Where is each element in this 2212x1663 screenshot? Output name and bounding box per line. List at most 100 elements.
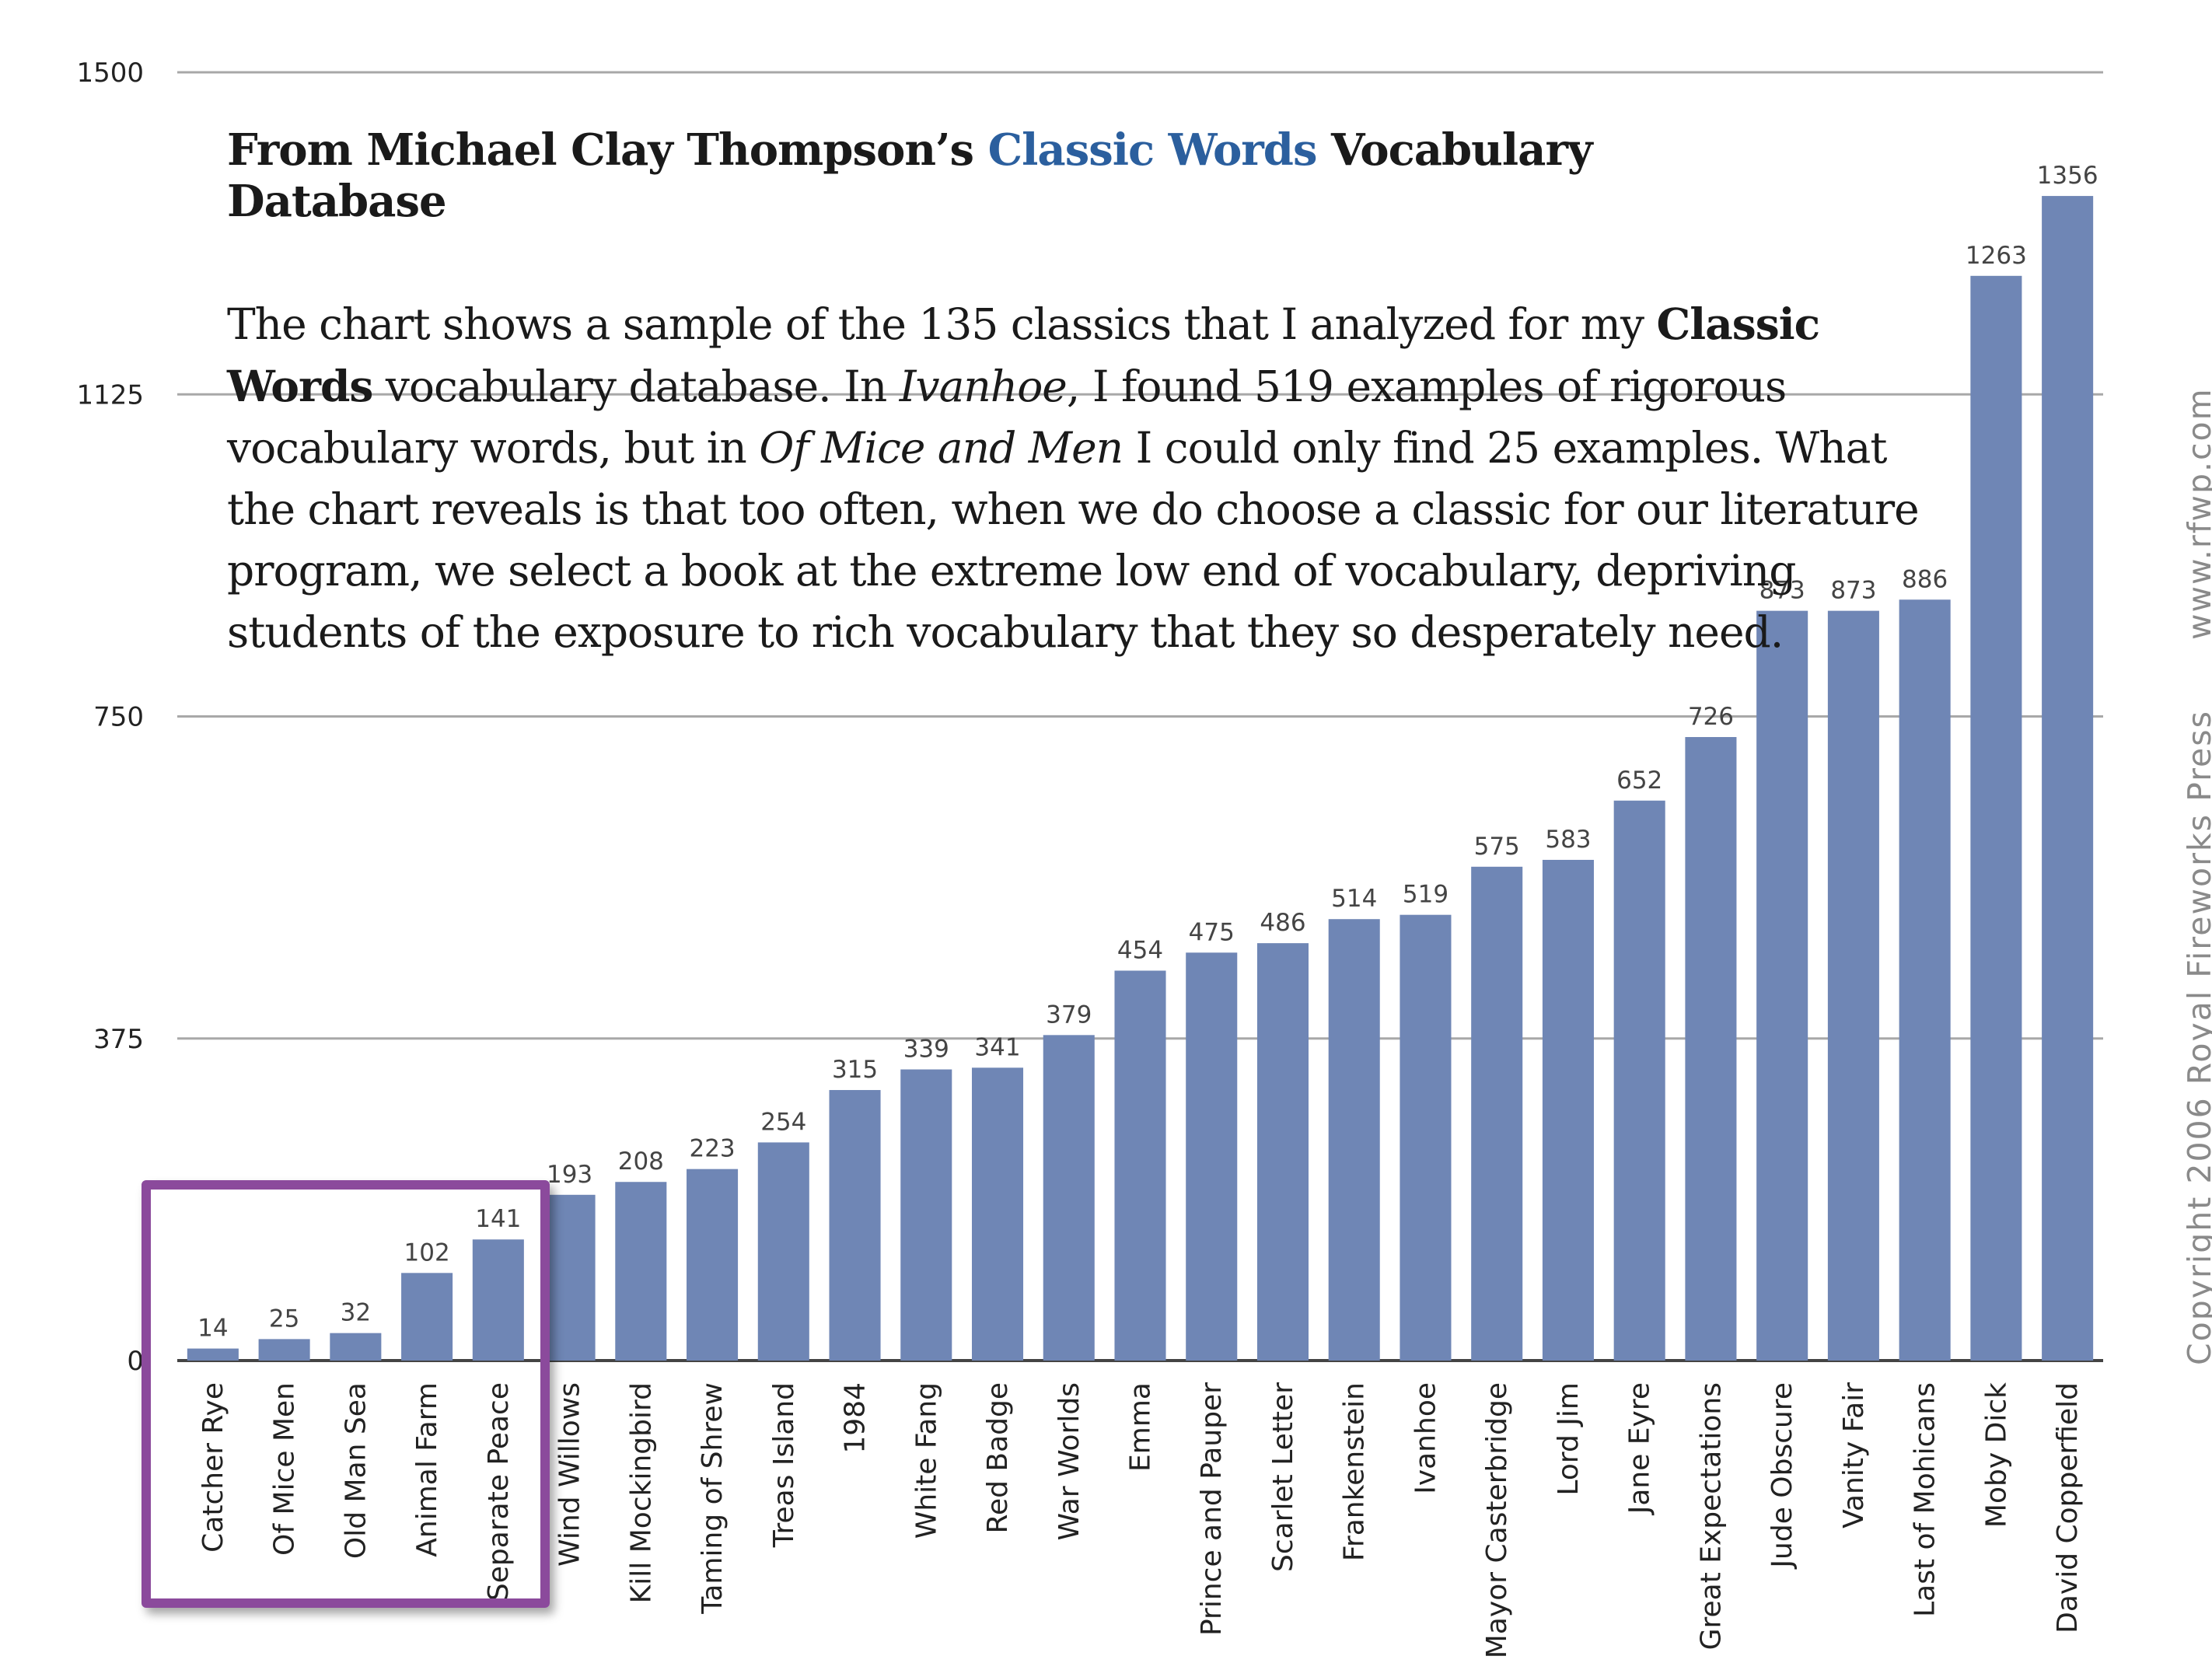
data-label: 25 — [269, 1305, 299, 1333]
data-label: 475 — [1189, 918, 1235, 946]
bar — [1685, 737, 1737, 1361]
category-label: Moby Dick — [1980, 1382, 2012, 1528]
category-label: 1984 — [840, 1382, 872, 1454]
category-label: Treas Island — [768, 1382, 800, 1548]
para-bold: Classic — [1656, 299, 1821, 349]
bar — [757, 1142, 809, 1361]
description-paragraph: The chart shows a sample of the 135 clas… — [227, 293, 1920, 663]
category-label: Vanity Fair — [1838, 1382, 1870, 1528]
category-label: Catcher Rye — [197, 1382, 229, 1553]
bar — [2042, 196, 2094, 1361]
bar — [1899, 599, 1951, 1361]
bar — [1043, 1035, 1095, 1361]
bar — [472, 1239, 524, 1361]
bar — [1328, 919, 1380, 1361]
data-label: 208 — [618, 1148, 664, 1176]
y-axis-ticks: 0 375 750 1125 1500 — [76, 58, 144, 1377]
data-label: 1356 — [2037, 162, 2098, 190]
bar — [1542, 859, 1594, 1361]
data-label: 315 — [832, 1056, 878, 1084]
category-label: David Copperfield — [2052, 1382, 2084, 1633]
data-label: 726 — [1688, 703, 1734, 731]
website-url: www.rfwp.com — [2181, 387, 2212, 641]
data-label: 14 — [197, 1315, 228, 1343]
y-tick-label: 0 — [127, 1346, 144, 1377]
data-label: 583 — [1545, 826, 1591, 854]
copyright-notice: Copyright 2006 Royal Fireworks Press www.… — [2181, 387, 2212, 1365]
para-text: vocabulary database. In — [372, 362, 900, 411]
bar — [258, 1339, 310, 1361]
bar — [1756, 610, 1808, 1361]
para-italic: Ivanhoe — [899, 362, 1068, 411]
para-italic: Of Mice and Men — [759, 423, 1123, 473]
bar — [829, 1090, 881, 1361]
title-accent: Classic Words — [987, 124, 1318, 176]
category-label: Lord Jim — [1553, 1382, 1585, 1496]
data-label: 873 — [1830, 577, 1876, 605]
category-label: Kill Mockingbird — [625, 1382, 657, 1603]
data-label: 886 — [1902, 565, 1948, 593]
data-label: 873 — [1759, 577, 1805, 605]
bar — [330, 1333, 382, 1361]
bar — [1471, 866, 1523, 1361]
category-label: Red Badge — [982, 1382, 1014, 1533]
data-label: 486 — [1260, 909, 1305, 937]
text-overlay: From Michael Clay Thompson’s Classic Wor… — [227, 124, 1920, 663]
y-tick-label: 1500 — [76, 58, 144, 89]
para-text: I could only find 25 examples. What — [1123, 423, 1888, 473]
data-label: 379 — [1046, 1001, 1092, 1029]
title-prefix: From Michael Clay Thompson’s — [227, 124, 988, 176]
data-label: 102 — [404, 1239, 450, 1266]
bar — [1970, 275, 2022, 1361]
category-label: Separate Peace — [483, 1382, 515, 1601]
category-label: Taming of Shrew — [697, 1382, 729, 1615]
data-label: 254 — [760, 1108, 806, 1136]
para-line-4: the chart reveals is that too often, whe… — [227, 484, 1920, 534]
para-text: , I found 519 examples of rigorous — [1066, 362, 1787, 411]
copyright-text: Copyright 2006 Royal Fireworks Press — [2181, 710, 2212, 1365]
bar — [187, 1348, 239, 1361]
category-label: Ivanhoe — [1410, 1382, 1441, 1494]
category-label: Of Mice Men — [269, 1382, 301, 1556]
category-label: Wind Willows — [554, 1382, 586, 1567]
bar — [1613, 800, 1665, 1361]
category-label: Jude Obscure — [1766, 1382, 1798, 1570]
title-suffix: Vocabulary Database — [227, 124, 1592, 227]
data-label: 519 — [1403, 881, 1448, 909]
category-label: White Fang — [910, 1382, 942, 1539]
chart-title: From Michael Clay Thompson’s Classic Wor… — [227, 124, 1704, 227]
low-vocabulary-highlight-box — [142, 1180, 550, 1608]
category-labels: Catcher Rye Of Mice Men Old Man Sea Animal … — [197, 1382, 2084, 1658]
bar — [401, 1273, 453, 1361]
category-label: Emma — [1125, 1382, 1157, 1472]
category-label: Last of Mohicans — [1910, 1382, 1941, 1617]
y-tick-label: 750 — [93, 702, 144, 733]
data-label: 514 — [1331, 885, 1377, 913]
value-labels: 14 25 32 102 141 193 208 223 254 315 339 341 379 454 4… — [197, 162, 2098, 1342]
para-line-3: vocabulary words, but in Of Mice and Men… — [227, 417, 1888, 479]
data-label: 223 — [689, 1135, 735, 1163]
bar — [1114, 970, 1166, 1361]
bar — [1400, 914, 1452, 1361]
para-text: The chart shows a sample of the 135 clas… — [227, 299, 1657, 349]
data-label: 1263 — [1966, 242, 2027, 270]
data-label: 339 — [903, 1036, 949, 1064]
category-label: War Worlds — [1054, 1382, 1085, 1541]
bar — [971, 1067, 1024, 1361]
data-label: 193 — [547, 1161, 592, 1189]
bar — [687, 1169, 739, 1361]
bar — [900, 1069, 952, 1361]
bar — [1256, 943, 1309, 1361]
y-tick-label: 1125 — [76, 379, 144, 411]
para-line-1: The chart shows a sample of the 135 clas… — [227, 293, 1820, 355]
bar — [543, 1194, 596, 1361]
para-line-6: students of the exposure to rich vocabul… — [227, 607, 1784, 657]
data-label: 141 — [475, 1205, 521, 1233]
data-label: 32 — [341, 1299, 371, 1327]
category-label: Great Expectations — [1695, 1382, 1727, 1650]
category-label: Jane Eyre — [1624, 1382, 1656, 1515]
category-label: Mayor Casterbridge — [1481, 1382, 1513, 1658]
category-label: Animal Farm — [411, 1382, 443, 1557]
